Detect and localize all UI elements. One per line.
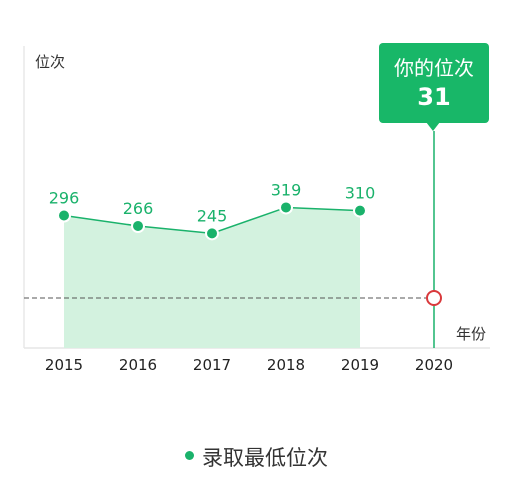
y-axis-label: 位次 xyxy=(35,53,65,71)
legend-swatch xyxy=(185,450,194,460)
x-axis-label: 年份 xyxy=(456,325,486,343)
x-tick-2019: 2019 xyxy=(341,356,379,374)
data-label-2015: 296 xyxy=(49,189,80,208)
callout-pointer xyxy=(426,122,440,131)
legend: 录取最低位次 xyxy=(0,442,513,472)
x-tick-2020: 2020 xyxy=(415,356,453,374)
data-point-2019 xyxy=(353,203,367,218)
callout-title: 你的位次 xyxy=(394,56,474,80)
x-tick-labels: 2015 2016 2017 2018 2019 2020 xyxy=(45,356,453,374)
data-point-2018 xyxy=(279,200,293,215)
x-tick-2018: 2018 xyxy=(267,356,305,374)
callout-value: 31 xyxy=(417,83,450,111)
data-points-layer: 296 266 245 319 310 xyxy=(49,180,376,241)
callout-box xyxy=(379,43,489,123)
reference-layer xyxy=(24,131,442,348)
x-tick-2016: 2016 xyxy=(119,356,157,374)
data-label-2017: 245 xyxy=(197,206,228,225)
x-tick-2017: 2017 xyxy=(193,356,231,374)
data-point-2016 xyxy=(131,219,145,233)
your-rank-callout: 你的位次 31 xyxy=(379,43,489,131)
area-fill-layer xyxy=(64,207,360,348)
legend-label: 录取最低位次 xyxy=(202,446,328,470)
series-area xyxy=(64,207,360,348)
data-point-2017 xyxy=(205,226,219,241)
x-tick-2015: 2015 xyxy=(45,356,83,374)
data-label-2019: 310 xyxy=(345,184,376,203)
data-label-2018: 319 xyxy=(271,180,302,199)
data-label-2016: 266 xyxy=(123,199,154,218)
data-point-2015 xyxy=(57,208,71,223)
your-rank-marker xyxy=(426,290,442,306)
